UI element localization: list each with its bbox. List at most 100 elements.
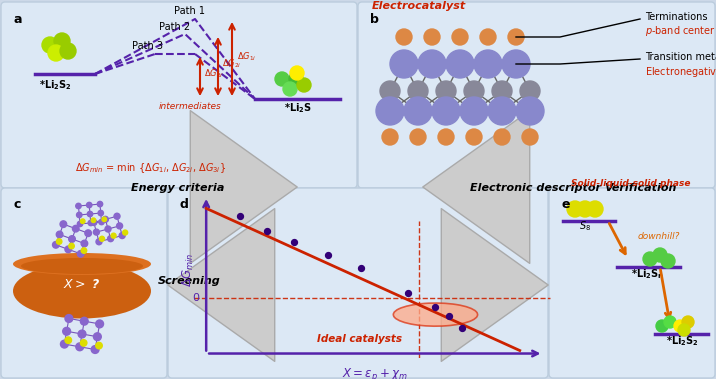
Circle shape <box>57 239 62 244</box>
Circle shape <box>80 219 85 224</box>
Circle shape <box>480 29 496 45</box>
Ellipse shape <box>21 258 143 274</box>
Text: Solid-liquid-solid phase: Solid-liquid-solid phase <box>571 179 691 188</box>
Circle shape <box>492 81 512 101</box>
Circle shape <box>77 212 82 218</box>
Text: Terminations: Terminations <box>645 12 707 22</box>
Circle shape <box>60 340 68 348</box>
Circle shape <box>91 346 99 353</box>
Circle shape <box>85 230 92 236</box>
Circle shape <box>117 223 122 229</box>
Circle shape <box>380 81 400 101</box>
Circle shape <box>88 220 94 226</box>
Circle shape <box>91 218 96 222</box>
Circle shape <box>63 327 71 335</box>
Text: $\mathbf{*Li_2S_2}$: $\mathbf{*Li_2S_2}$ <box>39 78 72 92</box>
Text: intermediates: intermediates <box>159 102 221 111</box>
Text: Path 1: Path 1 <box>175 6 205 16</box>
FancyBboxPatch shape <box>549 188 715 378</box>
Ellipse shape <box>393 303 478 326</box>
Circle shape <box>404 97 432 125</box>
Text: Path 3: Path 3 <box>132 41 163 51</box>
Circle shape <box>102 216 108 222</box>
Circle shape <box>60 43 76 59</box>
Text: 0: 0 <box>193 293 200 303</box>
Text: Transition metals: Transition metals <box>645 52 716 62</box>
Circle shape <box>98 210 103 216</box>
Point <box>403 290 415 296</box>
Text: Screening: Screening <box>158 276 221 286</box>
Circle shape <box>105 226 111 232</box>
Circle shape <box>97 201 102 207</box>
Circle shape <box>656 320 668 332</box>
Circle shape <box>678 324 690 336</box>
Circle shape <box>42 37 58 53</box>
Circle shape <box>100 236 105 241</box>
Circle shape <box>102 217 107 222</box>
Circle shape <box>410 129 426 145</box>
Circle shape <box>502 50 530 78</box>
FancyBboxPatch shape <box>358 2 715 188</box>
Text: $\Delta G_{min}$: $\Delta G_{min}$ <box>181 253 196 287</box>
Circle shape <box>65 246 72 253</box>
Text: $X = \epsilon_p + \chi_m$: $X = \epsilon_p + \chi_m$ <box>342 366 407 379</box>
Text: Path 2: Path 2 <box>160 22 190 32</box>
Circle shape <box>516 97 544 125</box>
Point <box>261 228 273 234</box>
Point <box>457 324 468 330</box>
Text: Electronic descriptor: Electronic descriptor <box>470 183 601 193</box>
Circle shape <box>87 211 92 217</box>
Circle shape <box>81 248 87 253</box>
Circle shape <box>664 316 676 328</box>
Circle shape <box>48 45 64 61</box>
Circle shape <box>114 213 120 219</box>
FancyBboxPatch shape <box>1 188 167 378</box>
Circle shape <box>76 203 81 209</box>
Circle shape <box>289 72 303 86</box>
Text: a: a <box>14 13 22 26</box>
Circle shape <box>96 239 102 245</box>
Text: downhill?: downhill? <box>638 232 680 241</box>
Text: Ideal catalysts: Ideal catalysts <box>317 334 402 345</box>
Circle shape <box>567 201 583 217</box>
Circle shape <box>80 340 87 346</box>
Circle shape <box>283 82 297 96</box>
Ellipse shape <box>13 253 151 275</box>
Circle shape <box>577 201 593 217</box>
Text: Verification: Verification <box>604 183 676 193</box>
Circle shape <box>432 97 460 125</box>
Text: Energy criteria: Energy criteria <box>131 183 225 193</box>
Circle shape <box>643 252 657 266</box>
Circle shape <box>119 233 125 238</box>
Circle shape <box>466 129 482 145</box>
Circle shape <box>438 129 454 145</box>
Circle shape <box>72 226 79 232</box>
Circle shape <box>65 337 72 343</box>
Circle shape <box>96 320 104 328</box>
Text: $\mathbf{*Li_2S}$: $\mathbf{*Li_2S}$ <box>284 101 312 115</box>
Circle shape <box>396 29 412 45</box>
Circle shape <box>446 50 474 78</box>
Circle shape <box>81 240 87 247</box>
Text: $X >$ ?: $X >$ ? <box>63 277 101 290</box>
Circle shape <box>682 316 694 328</box>
Text: $p$-band center ($\epsilon_p$): $p$-band center ($\epsilon_p$) <box>645 25 716 39</box>
Text: $\Delta G_{3i}$: $\Delta G_{3i}$ <box>204 68 223 80</box>
Circle shape <box>77 221 83 227</box>
Point <box>234 213 246 219</box>
Circle shape <box>494 129 510 145</box>
Text: $S_8$: $S_8$ <box>579 219 591 233</box>
Text: $\Delta G_{2i}$: $\Delta G_{2i}$ <box>222 58 241 70</box>
Text: $\mathbf{*Li_2S_2}$: $\mathbf{*Li_2S_2}$ <box>666 334 699 348</box>
Circle shape <box>460 97 488 125</box>
Circle shape <box>436 81 456 101</box>
Text: Electronegativity ($\chi_m$): Electronegativity ($\chi_m$) <box>645 65 716 79</box>
Circle shape <box>78 330 86 338</box>
Text: e: e <box>561 198 569 211</box>
Text: $\mathbf{*Li_2S_n}$: $\mathbf{*Li_2S_n}$ <box>632 267 664 281</box>
Point <box>356 265 367 271</box>
Circle shape <box>474 50 502 78</box>
Circle shape <box>587 201 603 217</box>
Circle shape <box>408 81 428 101</box>
Point <box>430 304 441 310</box>
